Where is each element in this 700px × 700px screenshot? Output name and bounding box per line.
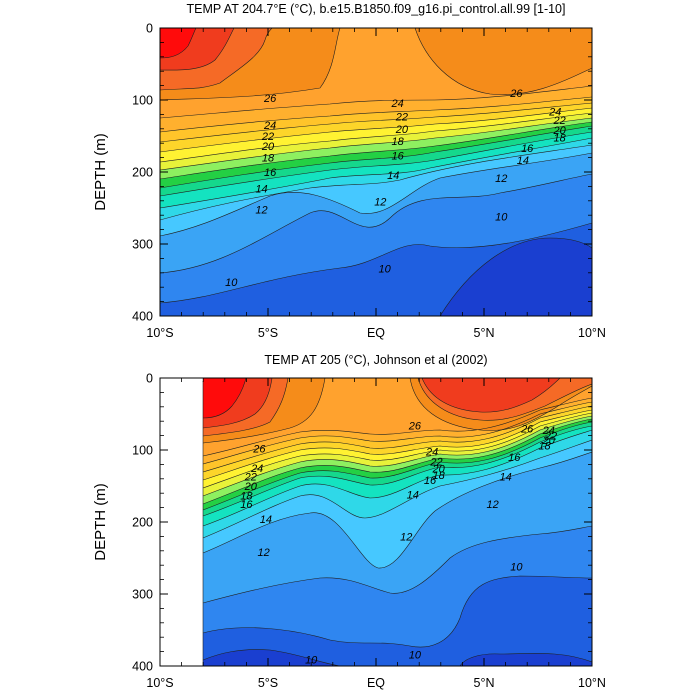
top-contour-label: 22 xyxy=(261,131,274,143)
top-x-tick-label: 10°N xyxy=(578,326,606,340)
top-contour-label: 26 xyxy=(509,88,523,100)
bottom-y-tick-label: 200 xyxy=(132,516,153,530)
bottom-filled-bands xyxy=(203,378,592,666)
top-contour-label: 18 xyxy=(391,136,404,148)
bottom-y-tick-label: 100 xyxy=(132,444,153,458)
bottom-contour-label: 20 xyxy=(542,435,556,447)
top-panel: TEMP AT 204.7°E (°C), b.e15.B1850.f09_g1… xyxy=(92,2,606,340)
bottom-contour-label: 22 xyxy=(244,472,257,484)
bottom-contour-label: 14 xyxy=(407,490,419,502)
bottom-contour-lines xyxy=(202,378,592,666)
top-contour-label: 14 xyxy=(255,184,267,196)
bottom-y-tick-label: 400 xyxy=(132,660,153,674)
bottom-x-tick-label: 10°N xyxy=(578,676,606,690)
bottom-x-tick-label: 5°N xyxy=(474,676,495,690)
bottom-contour-label: 22 xyxy=(429,457,442,469)
bottom-x-tick-label: EQ xyxy=(367,676,385,690)
top-tick-labels: 10°S 5°S EQ 5°N 10°N 0 100 200 300 400 xyxy=(132,22,606,341)
top-y-tick-label: 300 xyxy=(132,238,153,252)
bottom-contour-label: 22 xyxy=(544,431,557,443)
bottom-contour-label: 26 xyxy=(252,444,266,456)
top-contour-label: 20 xyxy=(395,124,409,136)
top-contour-label: 14 xyxy=(517,155,529,167)
bottom-contour-label: 26 xyxy=(520,423,534,435)
top-y-tick-label: 200 xyxy=(132,166,153,180)
bottom-contour-label: 20 xyxy=(244,481,258,493)
bottom-contour-label: 16 xyxy=(240,499,253,511)
top-contour-lines xyxy=(160,28,592,316)
bottom-deep-core xyxy=(203,649,592,666)
top-band-26 xyxy=(160,28,592,100)
top-contour-label: 18 xyxy=(262,153,275,165)
top-contour-label: 20 xyxy=(552,125,566,137)
bottom-contour-label: 24 xyxy=(542,425,555,437)
top-contour-label: 12 xyxy=(495,173,507,185)
top-contour-label: 18 xyxy=(553,132,566,144)
top-contour-label: 16 xyxy=(391,150,404,162)
top-band-29 xyxy=(160,28,196,58)
bottom-contour-labels: 2624222018161412121010262422201816142624… xyxy=(240,421,557,667)
top-contour-label: 16 xyxy=(521,143,534,155)
bottom-contour-label: 26 xyxy=(408,421,422,433)
bottom-x-tick-label: 10°S xyxy=(146,676,173,690)
top-axes-frame xyxy=(159,27,593,317)
bottom-contour-label: 16 xyxy=(424,475,437,487)
bottom-contour-label: 12 xyxy=(487,499,499,511)
top-contour-label: 24 xyxy=(548,107,561,119)
bottom-tick-labels: 10°S 5°S EQ 5°N 10°N 0 100 200 300 400 xyxy=(132,372,606,691)
bottom-contour-label: 14 xyxy=(499,472,511,484)
top-x-tick-label: 10°S xyxy=(146,326,173,340)
bottom-plot-area xyxy=(202,378,592,666)
bottom-panel: TEMP AT 205 (°C), Johnson et al (2002) D… xyxy=(92,353,606,690)
top-y-tick-label: 400 xyxy=(132,310,153,324)
bottom-axes-frame xyxy=(159,377,593,667)
top-contour-label: 22 xyxy=(395,112,408,124)
top-contour-label: 22 xyxy=(552,115,565,127)
top-contour-label: 24 xyxy=(263,120,276,132)
top-contour-label: 10 xyxy=(379,263,392,275)
bottom-contour-label: 20 xyxy=(432,464,446,476)
bottom-band-28 xyxy=(203,378,560,428)
top-contour-label: 24 xyxy=(390,98,403,110)
top-deep-core xyxy=(440,238,592,316)
top-contour-label: 20 xyxy=(261,141,275,153)
bottom-contour-label: 24 xyxy=(425,446,438,458)
bottom-panel-title: TEMP AT 205 (°C), Johnson et al (2002) xyxy=(264,353,487,367)
bottom-y-tick-label: 300 xyxy=(132,588,153,602)
top-x-tick-label: EQ xyxy=(367,326,385,340)
top-y-tick-label: 0 xyxy=(146,22,153,36)
top-contour-label: 12 xyxy=(255,204,267,216)
top-panel-title: TEMP AT 204.7°E (°C), b.e15.B1850.f09_g1… xyxy=(187,2,566,16)
bottom-contour-label: 18 xyxy=(433,470,446,482)
top-x-tick-label: 5°N xyxy=(474,326,495,340)
top-contour-label: 10 xyxy=(225,277,238,289)
top-contour-label: 26 xyxy=(263,93,277,105)
bottom-contour-label: 18 xyxy=(538,441,551,453)
bottom-contour-label: 18 xyxy=(240,490,253,502)
bottom-x-tick-label: 5°S xyxy=(258,676,278,690)
bottom-y-tick-label: 0 xyxy=(146,372,153,386)
top-contour-label: 10 xyxy=(495,212,508,224)
top-filled-bands xyxy=(160,28,592,316)
bottom-contour-label: 10 xyxy=(510,562,523,574)
bottom-y-axis-label: DEPTH (m) xyxy=(92,483,109,561)
top-y-tick-label: 100 xyxy=(132,94,153,108)
bottom-contour-label: 14 xyxy=(260,514,272,526)
top-contour-label: 12 xyxy=(374,197,386,209)
top-x-tick-label: 5°S xyxy=(258,326,278,340)
bottom-contour-label: 24 xyxy=(250,463,263,475)
bottom-contour-label: 12 xyxy=(400,531,412,543)
top-contour-label: 16 xyxy=(264,167,277,179)
top-y-axis-label: DEPTH (m) xyxy=(92,133,109,211)
bottom-band-29 xyxy=(203,378,246,418)
bottom-contour-label: 16 xyxy=(508,452,521,464)
top-plot-area xyxy=(160,28,592,316)
bottom-contour-label: 10 xyxy=(409,649,422,661)
bottom-contour-label: 10 xyxy=(305,655,318,667)
bottom-contour-label: 12 xyxy=(258,547,270,559)
top-contour-label: 14 xyxy=(387,170,399,182)
top-contour-labels: 26 24222018161412102422201816141210262422… xyxy=(225,88,566,289)
